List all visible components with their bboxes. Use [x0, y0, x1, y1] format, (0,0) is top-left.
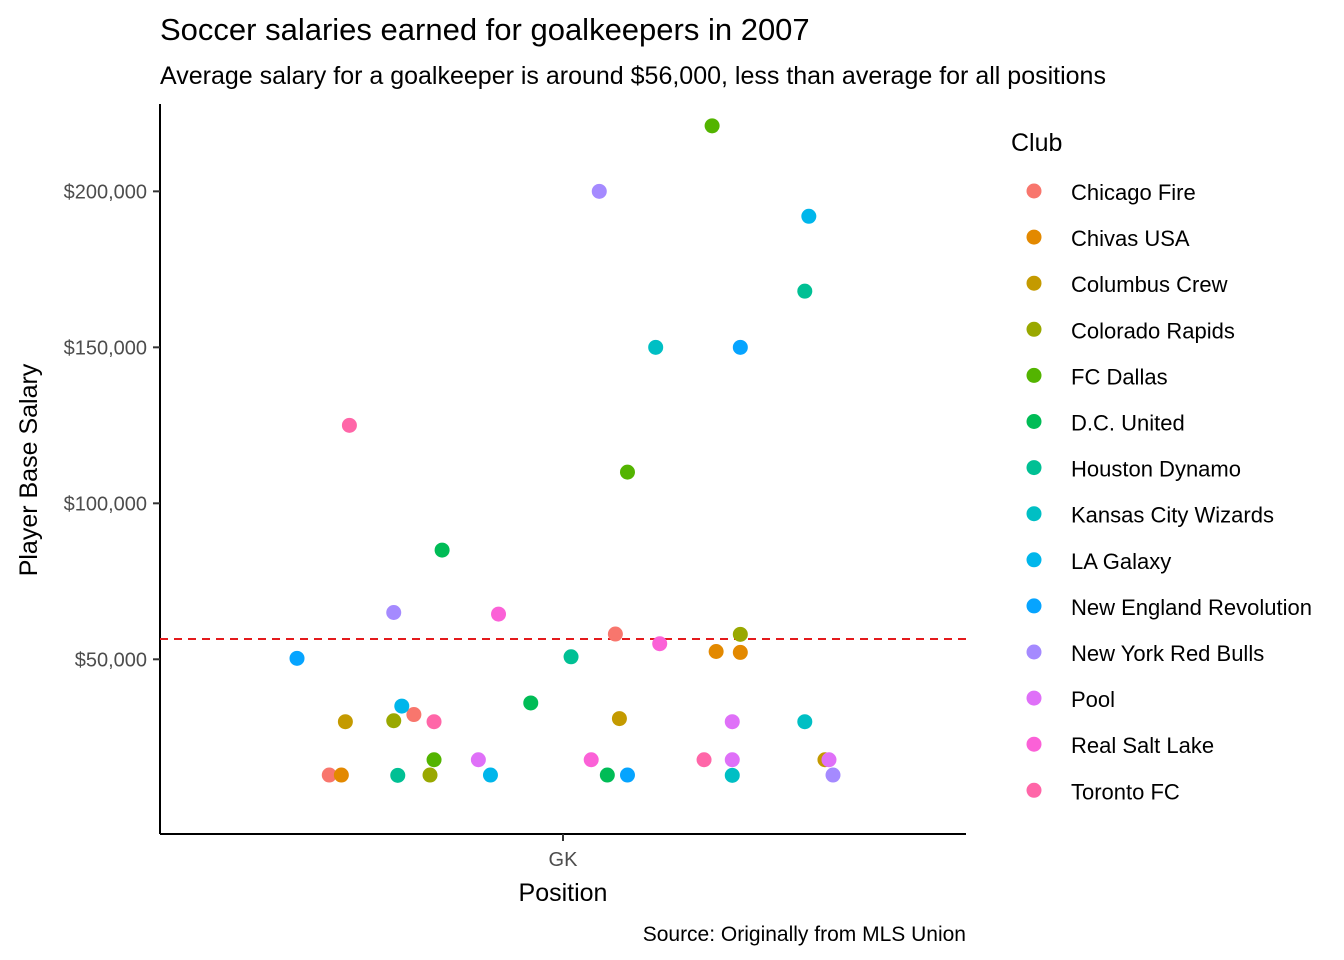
legend-key — [1026, 460, 1042, 476]
data-point — [390, 767, 406, 783]
data-point — [696, 752, 712, 768]
legend: Club Chicago Fire Chivas USA Columbus Crew… — [1011, 129, 1312, 804]
legend-key — [1026, 183, 1042, 199]
y-tick-label: $50,000 — [75, 649, 147, 671]
data-point — [619, 767, 635, 783]
data-point — [708, 644, 724, 659]
legend-label: Kansas City Wizards — [1071, 503, 1274, 528]
data-point — [426, 714, 442, 730]
data-point — [406, 707, 422, 723]
data-point — [611, 711, 627, 727]
data-point — [337, 714, 353, 730]
data-point — [825, 767, 841, 783]
data-point — [704, 118, 720, 134]
chart-subtitle: Average salary for a goalkeeper is aroun… — [160, 62, 1106, 90]
data-point — [333, 767, 349, 783]
legend-label: Columbus Crew — [1071, 272, 1228, 297]
legend-items: Chicago Fire Chivas USA Columbus Crew Color… — [1026, 180, 1312, 804]
x-axis-ticks: GK — [549, 834, 579, 871]
data-point — [724, 714, 740, 730]
legend-key — [1026, 506, 1042, 522]
data-point — [386, 713, 402, 729]
legend-key — [1026, 736, 1042, 752]
data-point — [422, 767, 438, 783]
data-point — [732, 626, 748, 642]
data-point — [797, 283, 813, 299]
legend-key — [1026, 321, 1042, 337]
legend-key — [1026, 782, 1042, 798]
chart-caption: Source: Originally from MLS Union — [643, 923, 966, 946]
chart-title: Soccer salaries earned for goalkeepers i… — [160, 12, 810, 47]
legend-label: New England Revolution — [1071, 595, 1312, 620]
data-point — [652, 636, 668, 652]
data-point — [470, 752, 486, 768]
legend-title: Club — [1011, 129, 1062, 157]
data-point — [583, 752, 599, 768]
data-point — [386, 605, 402, 621]
data-point — [599, 767, 615, 783]
legend-label: New York Red Bulls — [1071, 641, 1264, 666]
legend-label: Chicago Fire — [1071, 180, 1196, 205]
data-point — [591, 183, 607, 199]
y-tick-label: $150,000 — [64, 337, 147, 359]
legend-label: D.C. United — [1071, 411, 1185, 436]
data-point — [341, 417, 357, 433]
legend-label: Houston Dynamo — [1071, 457, 1241, 482]
legend-label: Colorado Rapids — [1071, 318, 1235, 343]
legend-label: Pool — [1071, 687, 1115, 712]
data-point — [607, 626, 623, 642]
data-point — [394, 698, 410, 714]
data-point — [797, 714, 813, 730]
legend-key — [1026, 229, 1042, 245]
data-point — [321, 767, 337, 783]
legend-key — [1026, 275, 1042, 291]
data-point — [724, 752, 740, 768]
data-point — [523, 695, 539, 711]
data-points — [289, 118, 841, 783]
legend-label: FC Dallas — [1071, 364, 1168, 389]
y-tick-label: $100,000 — [64, 493, 147, 515]
y-tick-label: $200,000 — [64, 181, 147, 203]
data-point — [426, 752, 442, 768]
y-axis-ticks: $50,000 $100,000 $150,000 $200,000 — [64, 181, 160, 671]
legend-key — [1026, 414, 1042, 429]
data-point — [732, 644, 748, 660]
x-tick-label: GK — [549, 849, 579, 871]
data-point — [648, 339, 664, 355]
data-point — [801, 208, 817, 224]
legend-label: Chivas USA — [1071, 226, 1190, 251]
data-point — [619, 464, 635, 480]
data-point — [821, 752, 837, 768]
plot-area: $50,000 $100,000 $150,000 $200,000 GK — [64, 104, 966, 871]
data-point — [732, 339, 748, 355]
x-axis-title: Position — [519, 879, 608, 907]
y-axis-title: Player Base Salary — [15, 363, 43, 576]
data-point — [482, 767, 498, 783]
data-point — [289, 650, 305, 666]
legend-label: LA Galaxy — [1071, 549, 1171, 574]
legend-key — [1026, 598, 1042, 614]
legend-label: Real Salt Lake — [1071, 733, 1214, 758]
data-point — [724, 767, 740, 783]
legend-label: Toronto FC — [1071, 779, 1180, 804]
data-point — [434, 542, 450, 558]
legend-key — [1026, 367, 1042, 383]
legend-key — [1026, 644, 1042, 660]
legend-key — [1026, 552, 1042, 568]
data-point — [563, 649, 579, 665]
data-point — [491, 606, 507, 622]
legend-key — [1026, 690, 1042, 706]
